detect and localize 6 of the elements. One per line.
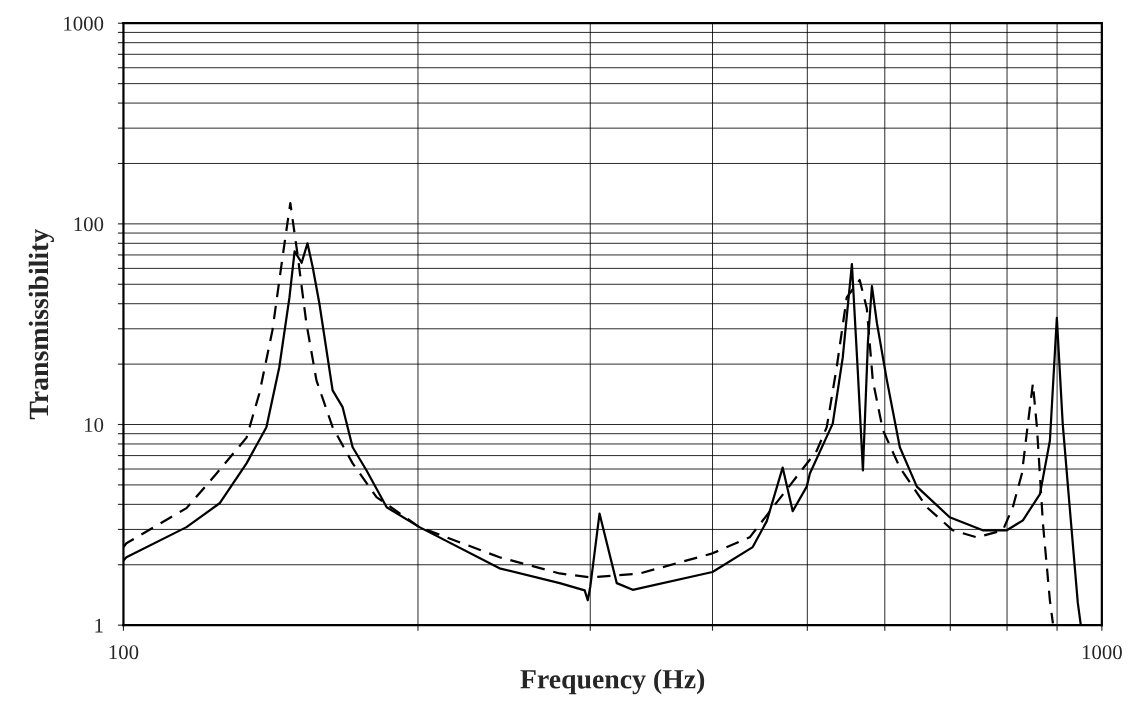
y-tick-label: 10 xyxy=(85,417,104,432)
y-tick-label: 1 xyxy=(95,618,103,633)
y-axis-title: Transmissibility xyxy=(28,229,54,420)
y-tick-label: 1000 xyxy=(64,16,104,31)
y-tick-label: 100 xyxy=(74,217,104,232)
x-axis-title: Frequency (Hz) xyxy=(520,669,705,695)
